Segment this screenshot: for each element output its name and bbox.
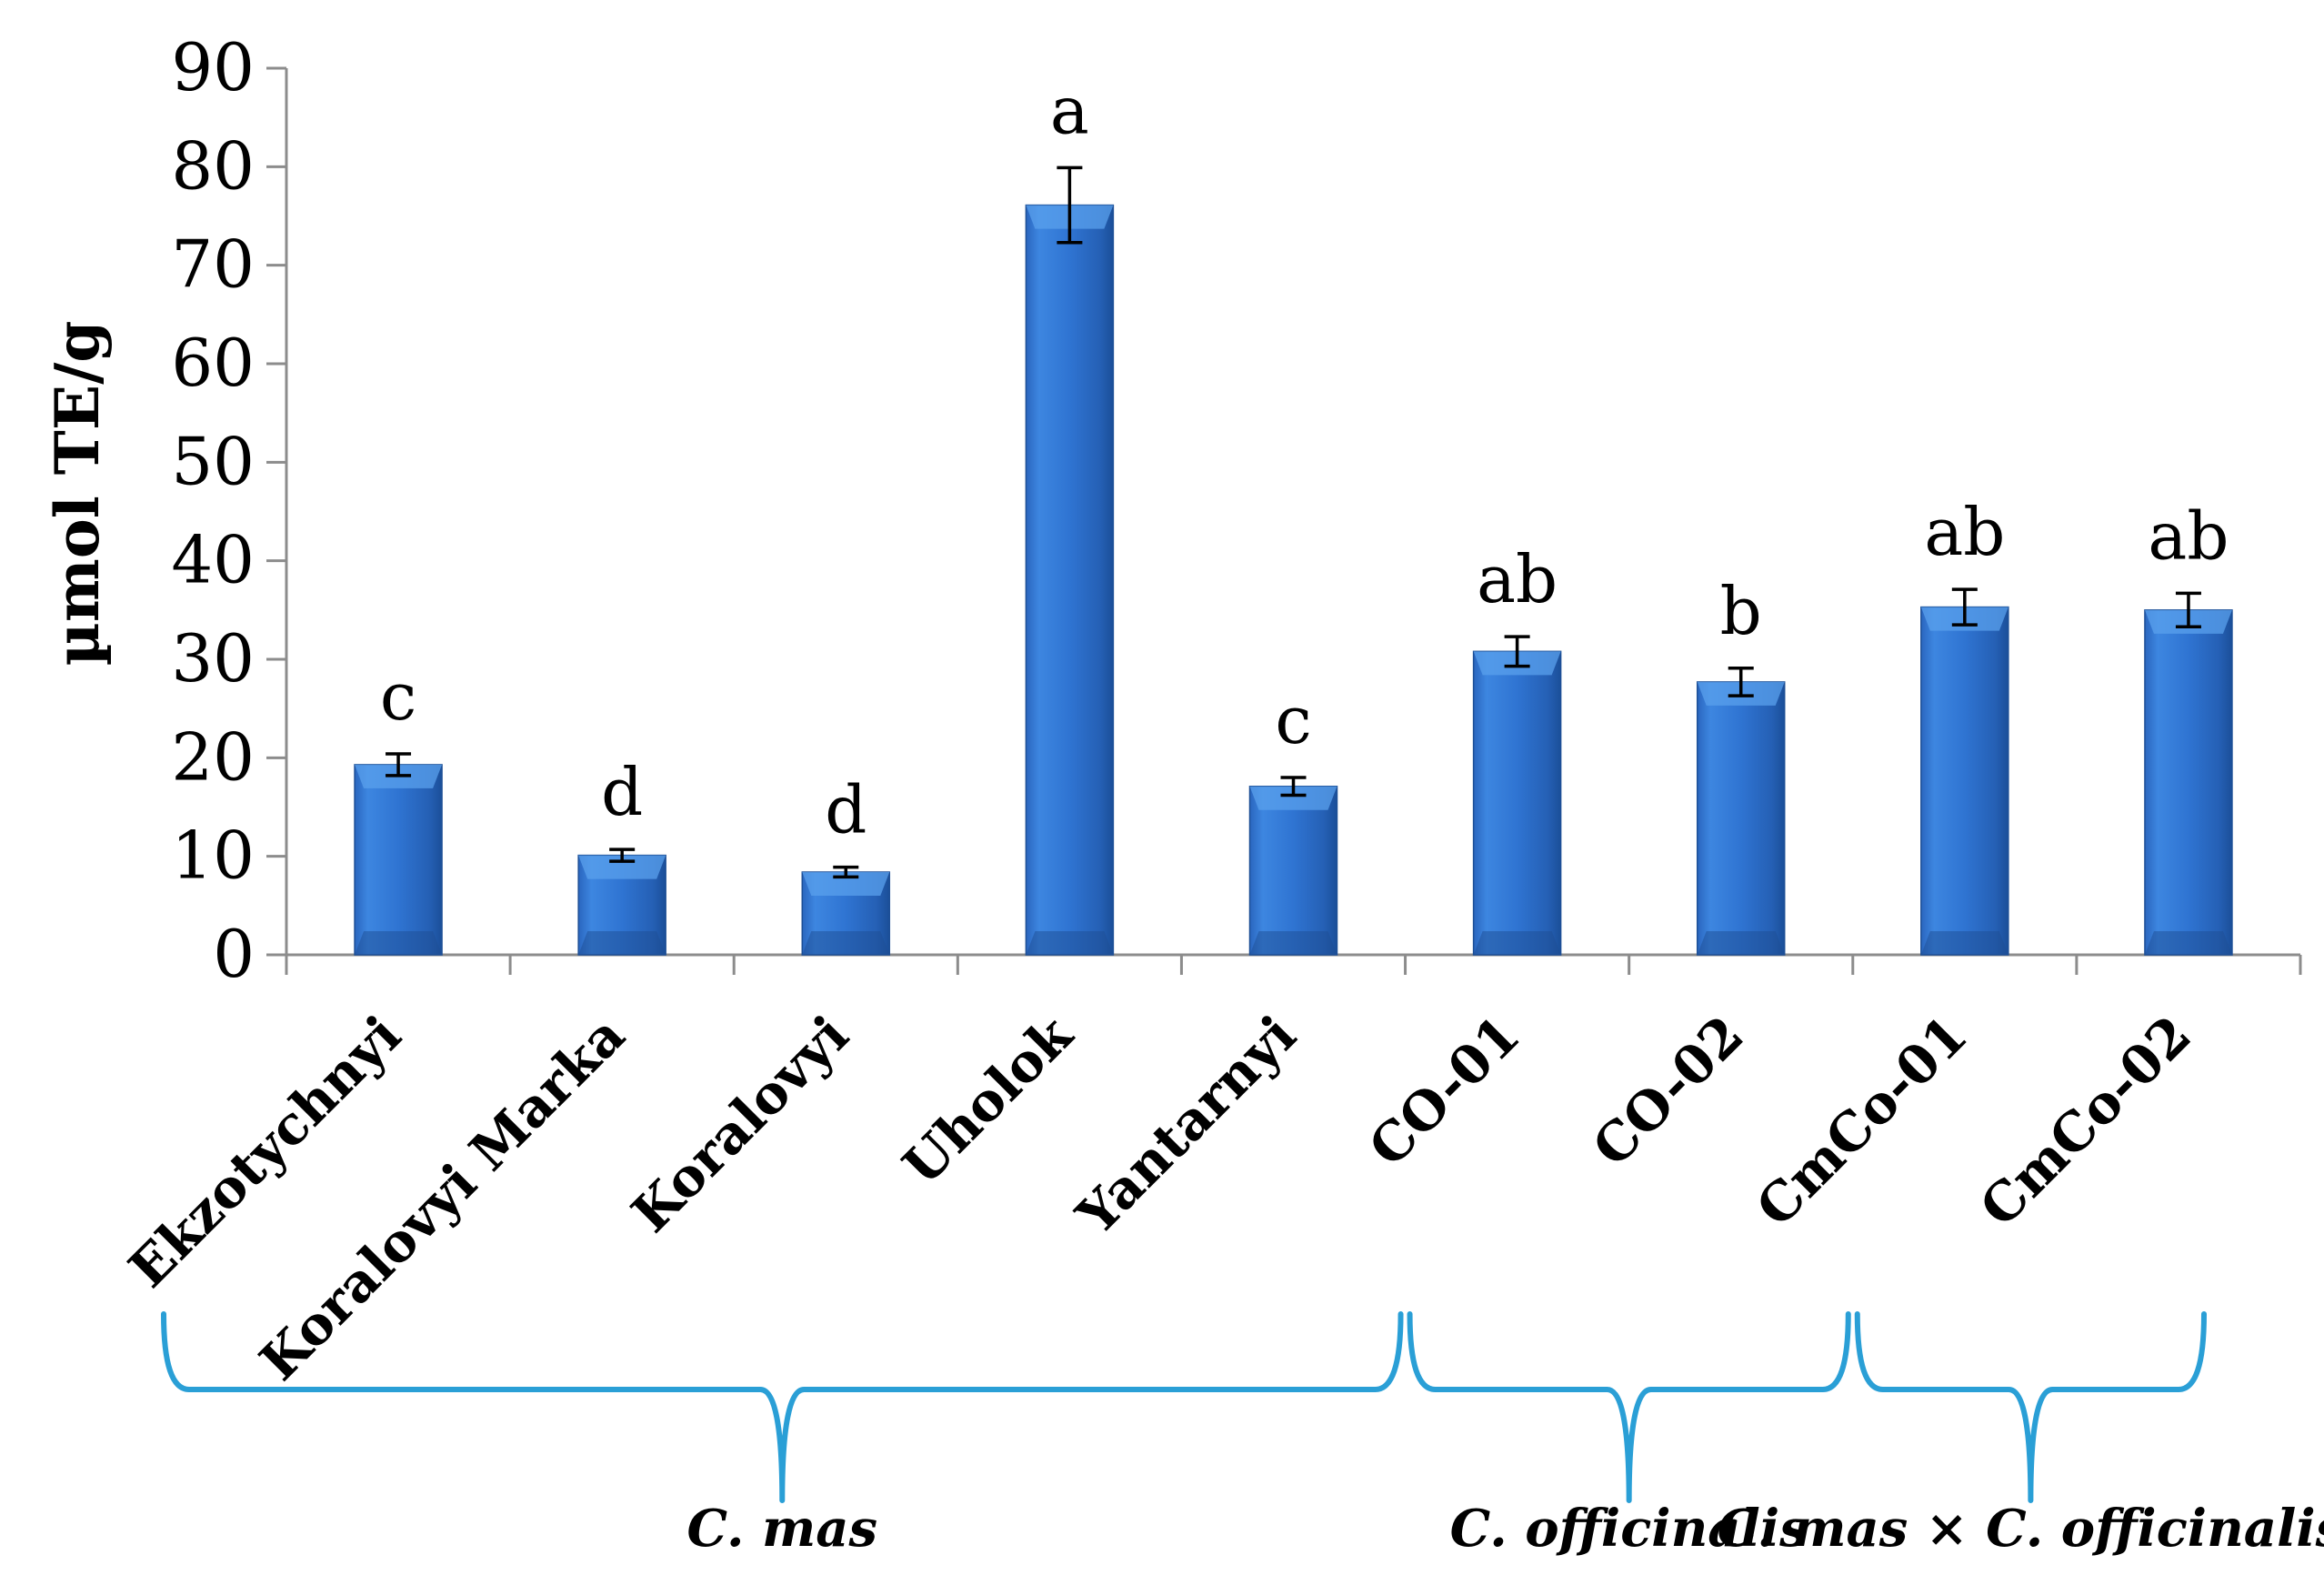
bar-group	[801, 865, 891, 956]
bars	[354, 166, 2233, 956]
bar-group	[1025, 166, 1115, 956]
axes: 0 10 20 30 40 50 60 70 80 90 µmol TE/g	[42, 29, 2302, 992]
bar-bevel-bottom	[802, 931, 890, 955]
bar-bevel-bottom	[1026, 931, 1114, 955]
significance-label: d	[825, 772, 866, 848]
bar	[1920, 606, 2009, 956]
bar	[1696, 681, 1786, 956]
bar-bevel-bottom	[1473, 931, 1561, 955]
category-label: CmCo-01	[1745, 1004, 1979, 1239]
significance-label: c	[1275, 682, 1311, 758]
bar-bevel-bottom	[578, 931, 666, 955]
y-axis-label: µmol TE/g	[42, 321, 113, 667]
group-label: C. officinalis	[1450, 1499, 1808, 1559]
category-label: CmCo-02	[1968, 1004, 2203, 1239]
bar	[2144, 609, 2233, 956]
y-tick-label: 30	[171, 620, 255, 697]
significance-label: a	[1050, 72, 1089, 148]
bar	[354, 764, 443, 956]
category-label: Koralovyi Marka	[248, 1004, 636, 1392]
category-label: Uholok	[891, 1003, 1086, 1198]
bar-bevel	[1249, 786, 1337, 810]
bar-bevel	[578, 855, 666, 879]
group-brace	[161, 1311, 1404, 1503]
group-brace	[1854, 1311, 2207, 1503]
y-tick-label: 90	[171, 29, 255, 105]
significance-label: d	[601, 754, 643, 830]
bar-group	[577, 848, 666, 956]
bar-bevel-bottom	[1249, 931, 1337, 955]
y-tick-label: 10	[171, 818, 255, 894]
y-tick-label: 20	[171, 718, 255, 795]
bar	[1248, 786, 1338, 956]
bar-bevel-bottom	[355, 931, 443, 955]
y-tick-label: 60	[171, 325, 255, 401]
bar-group	[1696, 667, 1786, 956]
category-label: CO-01	[1357, 1004, 1531, 1179]
bar-group	[1920, 587, 2009, 956]
y-tick-label: 80	[171, 127, 255, 204]
category-label: Koralovyi	[620, 1004, 861, 1245]
significance-label: ab	[1477, 541, 1558, 617]
significance-label: c	[380, 658, 416, 735]
y-tick-label: 0	[213, 916, 255, 992]
y-tick-label: 70	[171, 226, 255, 303]
group-label: C. mas × C. officinalis	[1718, 1499, 2324, 1559]
y-tick-label: 40	[171, 522, 255, 598]
significance-label: ab	[2148, 497, 2229, 574]
bar-group	[1472, 635, 1562, 956]
significance-label: ab	[1924, 494, 2005, 570]
group-brace	[1407, 1311, 1851, 1503]
bar-bevel-bottom	[1697, 931, 1785, 955]
bar-group	[1248, 776, 1338, 956]
category-label: CO-02	[1581, 1004, 1756, 1179]
bar-group	[2144, 591, 2233, 956]
bar-bevel	[802, 872, 890, 896]
bar	[1025, 204, 1115, 956]
category-label: Yantarnyi	[1065, 1004, 1308, 1248]
bar-bevel-bottom	[1920, 931, 2008, 955]
significance-label: b	[1720, 573, 1762, 649]
bar	[1472, 650, 1562, 956]
bar-group	[354, 752, 443, 956]
group-label: C. mas	[686, 1499, 877, 1559]
bar-bevel-bottom	[2144, 931, 2232, 955]
y-tick-label: 50	[171, 423, 255, 499]
